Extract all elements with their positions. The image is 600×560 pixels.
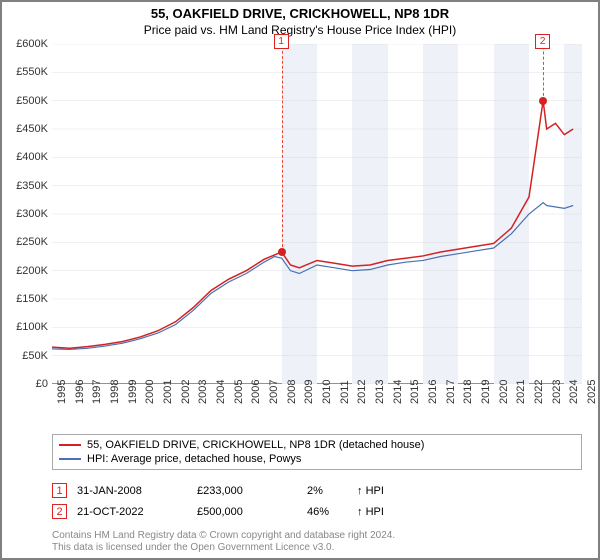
sale-date: 21-OCT-2022 [77, 506, 187, 518]
x-axis-label: 2021 [515, 380, 527, 404]
y-axis-label: £200K [4, 265, 48, 277]
x-axis-label: 1998 [109, 380, 121, 404]
legend-label: 55, OAKFIELD DRIVE, CRICKHOWELL, NP8 1DR… [87, 439, 424, 451]
sales-table: 1 31-JAN-2008 £233,000 2% ↑ HPI 2 21-OCT… [52, 480, 582, 522]
y-axis-label: £50K [4, 350, 48, 362]
x-axis-label: 2009 [303, 380, 315, 404]
x-axis-label: 2002 [180, 380, 192, 404]
series-property [52, 101, 573, 349]
y-axis-label: £150K [4, 293, 48, 305]
chart-subtitle: Price paid vs. HM Land Registry's House … [2, 21, 598, 37]
footer-line: This data is licensed under the Open Gov… [52, 542, 395, 554]
x-axis-label: 2005 [233, 380, 245, 404]
x-axis-label: 2017 [445, 380, 457, 404]
x-axis-label: 1999 [127, 380, 139, 404]
sale-marker-box: 1 [52, 483, 67, 498]
x-axis-label: 2007 [268, 380, 280, 404]
y-axis-label: £450K [4, 123, 48, 135]
y-axis-label: £600K [4, 38, 48, 50]
chart-area: £0£50K£100K£150K£200K£250K£300K£350K£400… [52, 44, 582, 410]
table-row: 2 21-OCT-2022 £500,000 46% ↑ HPI [52, 501, 582, 522]
x-axis-label: 2013 [374, 380, 386, 404]
legend-swatch [59, 444, 81, 446]
sale-direction: ↑ HPI [357, 485, 417, 497]
y-axis-label: £300K [4, 208, 48, 220]
x-axis-label: 1997 [91, 380, 103, 404]
x-axis-label: 2003 [197, 380, 209, 404]
x-axis-label: 2004 [215, 380, 227, 404]
sale-pct: 2% [307, 485, 347, 497]
x-axis-label: 1996 [74, 380, 86, 404]
y-axis-label: £550K [4, 66, 48, 78]
chart-svg [52, 44, 582, 384]
x-axis-label: 2025 [586, 380, 598, 404]
legend-item: 55, OAKFIELD DRIVE, CRICKHOWELL, NP8 1DR… [59, 438, 575, 452]
x-axis-label: 2012 [356, 380, 368, 404]
legend-label: HPI: Average price, detached house, Powy… [87, 453, 301, 465]
x-axis-label: 2023 [551, 380, 563, 404]
x-axis-label: 2014 [392, 380, 404, 404]
y-axis-label: £250K [4, 236, 48, 248]
x-axis-label: 2024 [568, 380, 580, 404]
x-axis-label: 2010 [321, 380, 333, 404]
y-axis-label: £350K [4, 180, 48, 192]
footer-line: Contains HM Land Registry data © Crown c… [52, 530, 395, 542]
chart-container: 55, OAKFIELD DRIVE, CRICKHOWELL, NP8 1DR… [0, 0, 600, 560]
marker-label-box: 2 [535, 34, 550, 49]
x-axis-label: 2000 [144, 380, 156, 404]
sale-price: £500,000 [197, 506, 297, 518]
x-axis-label: 2019 [480, 380, 492, 404]
x-axis-label: 2016 [427, 380, 439, 404]
sale-marker-box: 2 [52, 504, 67, 519]
x-axis-label: 2022 [533, 380, 545, 404]
y-axis-label: £400K [4, 151, 48, 163]
x-axis-label: 2020 [498, 380, 510, 404]
legend-swatch [59, 458, 81, 460]
plot-region: £0£50K£100K£150K£200K£250K£300K£350K£400… [52, 44, 582, 384]
footer-attribution: Contains HM Land Registry data © Crown c… [52, 530, 395, 554]
x-axis-label: 2018 [462, 380, 474, 404]
y-axis-label: £0 [4, 378, 48, 390]
legend: 55, OAKFIELD DRIVE, CRICKHOWELL, NP8 1DR… [52, 434, 582, 470]
table-row: 1 31-JAN-2008 £233,000 2% ↑ HPI [52, 480, 582, 501]
y-axis-label: £500K [4, 95, 48, 107]
x-axis-label: 1995 [56, 380, 68, 404]
y-axis-label: £100K [4, 321, 48, 333]
marker-spike [282, 36, 283, 252]
marker-label-box: 1 [274, 34, 289, 49]
x-axis-label: 2015 [409, 380, 421, 404]
marker-dot [539, 97, 547, 105]
chart-title: 55, OAKFIELD DRIVE, CRICKHOWELL, NP8 1DR [2, 2, 598, 21]
x-axis-label: 2006 [250, 380, 262, 404]
x-axis-label: 2008 [286, 380, 298, 404]
sale-price: £233,000 [197, 485, 297, 497]
x-axis-label: 2011 [339, 380, 351, 404]
x-axis-label: 2001 [162, 380, 174, 404]
marker-dot [278, 248, 286, 256]
sale-pct: 46% [307, 506, 347, 518]
legend-item: HPI: Average price, detached house, Powy… [59, 452, 575, 466]
sale-direction: ↑ HPI [357, 506, 417, 518]
sale-date: 31-JAN-2008 [77, 485, 187, 497]
